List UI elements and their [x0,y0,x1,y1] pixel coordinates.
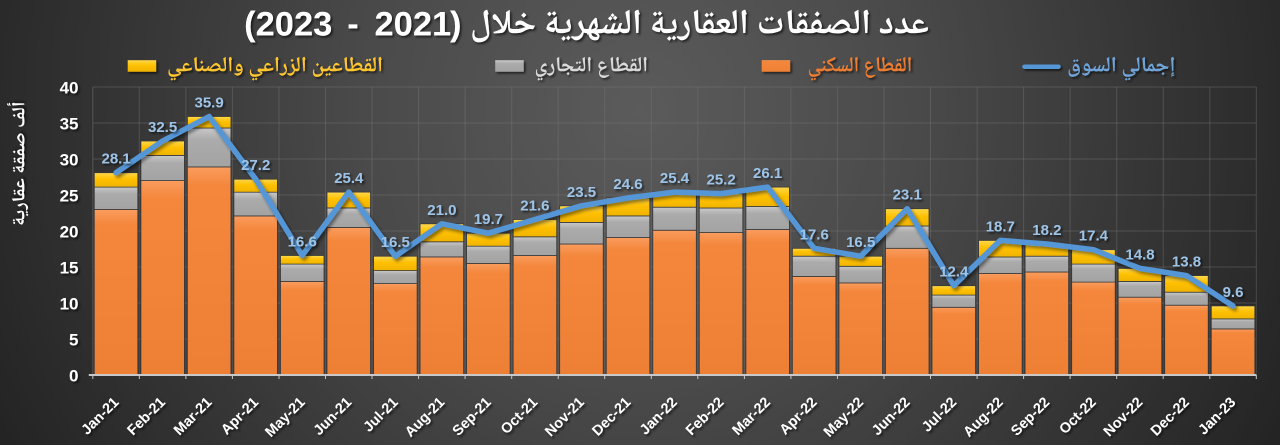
svg-text:13.8: 13.8 [1172,254,1201,271]
svg-text:28.1: 28.1 [101,151,130,168]
svg-text:35: 35 [60,114,79,133]
svg-text:12.4: 12.4 [939,264,969,281]
svg-text:40: 40 [60,78,79,97]
svg-text:10: 10 [60,294,79,313]
svg-text:5: 5 [69,330,78,349]
svg-text:17.4: 17.4 [1079,228,1109,245]
svg-text:26.1: 26.1 [753,165,782,182]
svg-text:18.7: 18.7 [986,218,1015,235]
svg-text:17.6: 17.6 [800,226,829,243]
svg-text:27.2: 27.2 [241,157,270,174]
svg-text:0: 0 [69,366,78,385]
svg-text:(2023: (2023 [244,6,332,44]
svg-text:35.9: 35.9 [194,95,223,112]
svg-text:23.5: 23.5 [567,184,596,201]
svg-text:25.4: 25.4 [334,170,364,187]
svg-text:16.5: 16.5 [381,234,410,251]
svg-text:23.1: 23.1 [893,187,922,204]
svg-text:21.6: 21.6 [520,198,549,215]
svg-text:16.6: 16.6 [288,234,317,251]
svg-text:21.0: 21.0 [427,202,456,219]
svg-text:2021: 2021 [375,6,452,44]
svg-text:32.5: 32.5 [148,119,177,136]
svg-text:15: 15 [60,258,79,277]
svg-text:30: 30 [60,150,79,169]
svg-text:20: 20 [60,222,79,241]
svg-text:18.2: 18.2 [1032,222,1061,239]
svg-text:25: 25 [60,186,79,205]
svg-text:-: - [347,6,359,44]
svg-text:): ) [450,6,462,44]
svg-text:19.7: 19.7 [474,211,503,228]
svg-text:14.8: 14.8 [1125,246,1154,263]
svg-text:9.6: 9.6 [1223,284,1244,301]
svg-text:25.2: 25.2 [706,172,735,189]
svg-text:16.5: 16.5 [846,234,875,251]
svg-text:25.4: 25.4 [660,170,690,187]
svg-text:24.6: 24.6 [613,176,642,193]
